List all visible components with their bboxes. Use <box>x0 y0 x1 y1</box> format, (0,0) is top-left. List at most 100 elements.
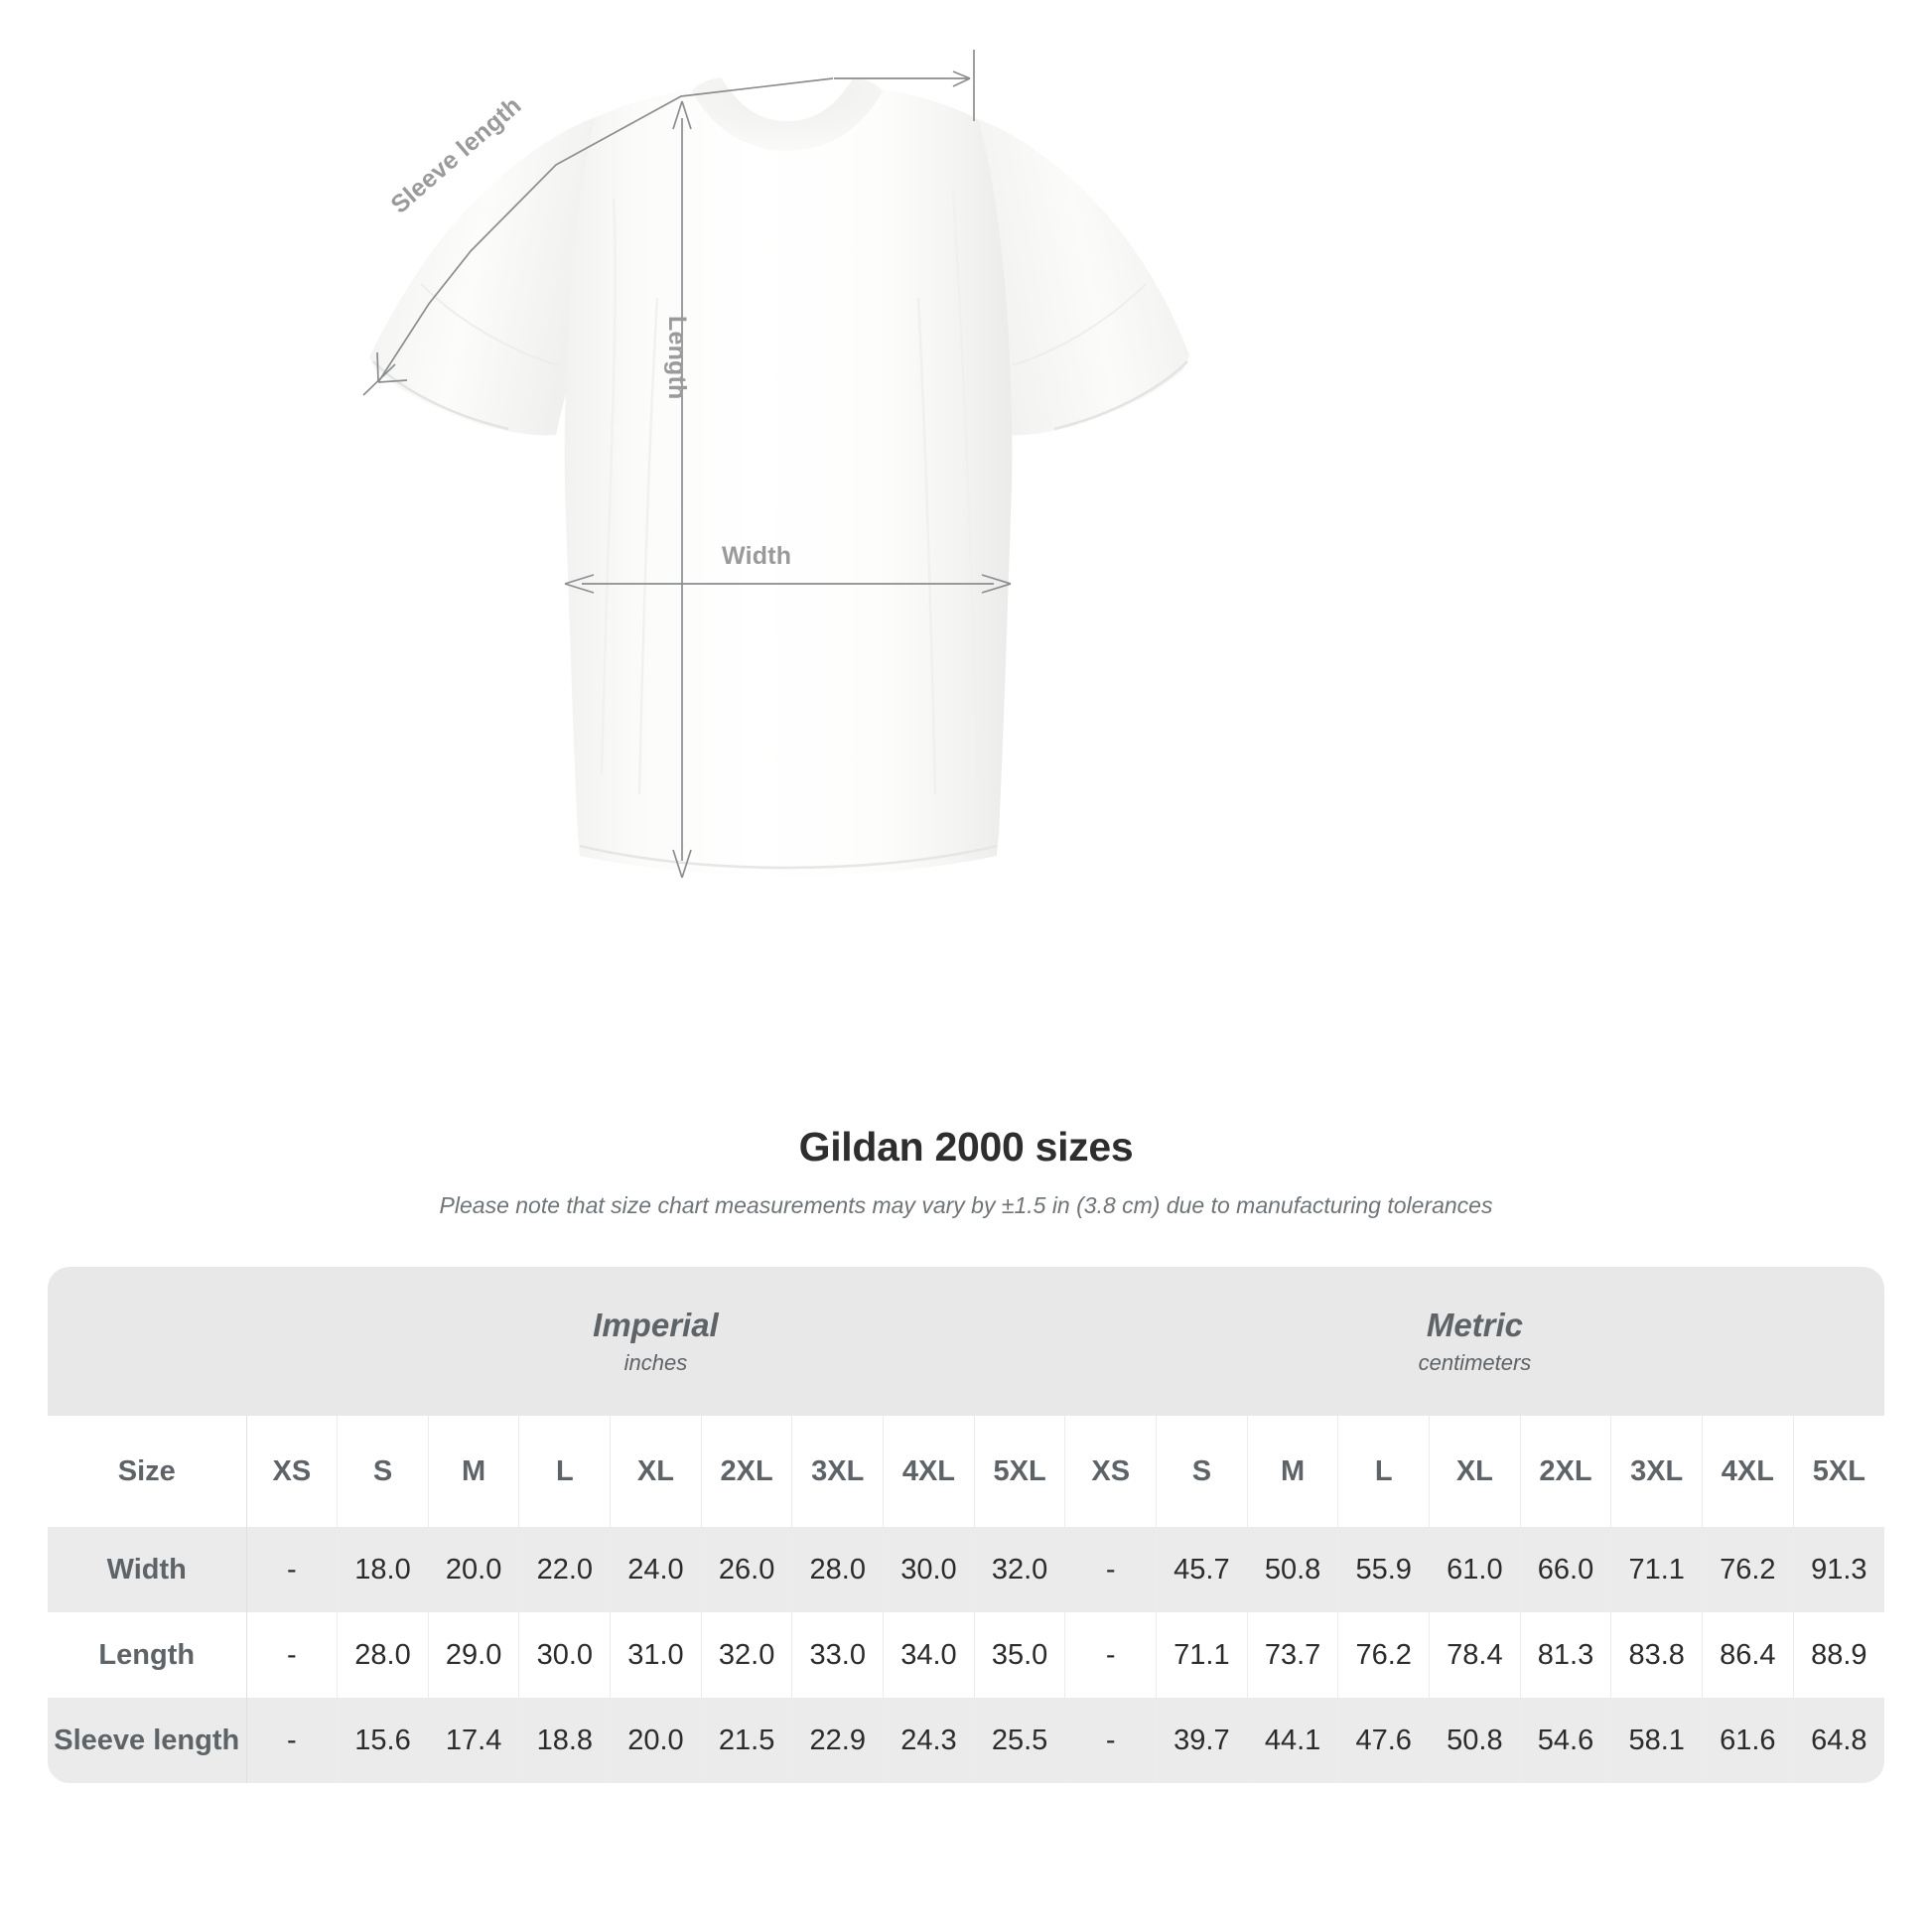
cell: 21.5 <box>701 1698 793 1783</box>
cell: 47.6 <box>1337 1698 1431 1783</box>
row-label-sleeve-length: Sleeve length <box>48 1698 247 1783</box>
shirt-right-sleeve <box>968 119 1189 436</box>
cell: 86.4 <box>1702 1612 1794 1698</box>
cell: 35.0 <box>974 1612 1066 1698</box>
page-subtitle: Please note that size chart measurements… <box>439 1192 1493 1218</box>
table-row: Length - 28.0 29.0 30.0 31.0 32.0 33.0 3… <box>48 1612 1884 1698</box>
shirt-left-sleeve <box>369 117 596 436</box>
cell: 76.2 <box>1702 1527 1794 1612</box>
cell: 20.0 <box>610 1698 702 1783</box>
cell: 55.9 <box>1337 1527 1431 1612</box>
cell: 32.0 <box>701 1612 793 1698</box>
size-col-metric-l: L <box>1337 1416 1431 1527</box>
cell: 45.7 <box>1156 1527 1248 1612</box>
cell: - <box>246 1527 339 1612</box>
shirt-body <box>564 89 1013 876</box>
cell: 24.3 <box>883 1698 975 1783</box>
row-label-length: Length <box>48 1612 247 1698</box>
sleeve-length-measure-line <box>362 77 834 396</box>
size-col-imperial-xl: XL <box>610 1416 702 1527</box>
width-measure-line <box>564 574 1012 594</box>
cell: 71.1 <box>1610 1527 1703 1612</box>
cell: 50.8 <box>1429 1698 1521 1783</box>
cell: 22.9 <box>791 1698 885 1783</box>
shirt-bottom-hem <box>579 844 998 870</box>
cell: 18.0 <box>337 1527 429 1612</box>
tshirt-illustration <box>362 50 1189 879</box>
cell: 71.1 <box>1156 1612 1248 1698</box>
length-dimension-label: Length <box>663 316 691 400</box>
table-row: Width - 18.0 20.0 22.0 24.0 26.0 28.0 30… <box>48 1527 1884 1612</box>
cell: 44.1 <box>1247 1698 1339 1783</box>
cell: 30.0 <box>883 1527 975 1612</box>
unit-name-imperial: Imperial <box>593 1307 719 1344</box>
size-col-imperial-4xl: 4XL <box>883 1416 975 1527</box>
cell: 28.0 <box>791 1527 885 1612</box>
cell: 22.0 <box>518 1527 612 1612</box>
size-col-imperial-s: S <box>337 1416 429 1527</box>
cell: - <box>1064 1698 1158 1783</box>
left-sleeve-hem <box>372 360 509 431</box>
cell: 50.8 <box>1247 1527 1339 1612</box>
cell: 18.8 <box>518 1698 612 1783</box>
width-dimension-label: Width <box>722 542 792 570</box>
title-block: Gildan 2000 sizes Please note that size … <box>0 1122 1932 1219</box>
cell: 73.7 <box>1247 1612 1339 1698</box>
cell: 17.4 <box>428 1698 520 1783</box>
right-sleeve-hem <box>1053 360 1188 431</box>
length-measure-line <box>672 100 692 879</box>
size-col-metric-5xl: 5XL <box>1793 1416 1884 1527</box>
unit-sub-imperial: inches <box>623 1349 688 1375</box>
unit-header-imperial: Imperial inches <box>246 1267 1065 1416</box>
cell: 34.0 <box>883 1612 975 1698</box>
cell: 78.4 <box>1429 1612 1521 1698</box>
size-col-imperial-3xl: 3XL <box>791 1416 885 1527</box>
cell: 66.0 <box>1520 1527 1612 1612</box>
size-col-metric-4xl: 4XL <box>1702 1416 1794 1527</box>
size-col-metric-3xl: 3XL <box>1610 1416 1703 1527</box>
unit-name-metric: Metric <box>1426 1307 1524 1344</box>
cell: 91.3 <box>1793 1527 1884 1612</box>
cell: 28.0 <box>337 1612 429 1698</box>
shoulder-offset-measure-line <box>834 50 975 121</box>
cell: 76.2 <box>1337 1612 1431 1698</box>
size-chart-table: Imperial inches Metric centimeters Size … <box>48 1267 1884 1783</box>
size-col-metric-xs: XS <box>1064 1416 1158 1527</box>
size-col-imperial-2xl: 2XL <box>701 1416 793 1527</box>
cell: 15.6 <box>337 1698 429 1783</box>
cell: 20.0 <box>428 1527 520 1612</box>
unit-sub-metric: centimeters <box>1418 1349 1532 1375</box>
cell: 61.0 <box>1429 1527 1521 1612</box>
row-label-width: Width <box>48 1527 247 1612</box>
page-title: Gildan 2000 sizes <box>798 1124 1134 1170</box>
cell: 58.1 <box>1610 1698 1703 1783</box>
cell: 33.0 <box>791 1612 885 1698</box>
cell: 64.8 <box>1793 1698 1884 1783</box>
size-col-imperial-m: M <box>428 1416 520 1527</box>
size-col-metric-2xl: 2XL <box>1520 1416 1612 1527</box>
size-header-label: Size <box>48 1416 247 1527</box>
size-col-metric-m: M <box>1247 1416 1339 1527</box>
unit-header-row: Imperial inches Metric centimeters <box>48 1267 1884 1416</box>
cell: 29.0 <box>428 1612 520 1698</box>
size-col-imperial-xs: XS <box>246 1416 339 1527</box>
size-col-imperial-l: L <box>518 1416 612 1527</box>
cell: 32.0 <box>974 1527 1066 1612</box>
cell: - <box>246 1612 339 1698</box>
cell: 61.6 <box>1702 1698 1794 1783</box>
unit-header-spacer <box>48 1267 246 1416</box>
cell: 24.0 <box>610 1527 702 1612</box>
cell: 54.6 <box>1520 1698 1612 1783</box>
cell: 31.0 <box>610 1612 702 1698</box>
size-col-imperial-5xl: 5XL <box>974 1416 1066 1527</box>
size-col-metric-s: S <box>1156 1416 1248 1527</box>
cell: 26.0 <box>701 1527 793 1612</box>
unit-header-metric: Metric centimeters <box>1064 1267 1884 1416</box>
size-header-row: Size XS S M L XL 2XL 3XL 4XL 5XL XS S M … <box>48 1416 1884 1527</box>
cell: 30.0 <box>518 1612 612 1698</box>
cell: 39.7 <box>1156 1698 1248 1783</box>
tshirt-diagram: Sleeve length Length Width <box>362 50 1189 879</box>
cell: - <box>1064 1527 1158 1612</box>
cell: 81.3 <box>1520 1612 1612 1698</box>
shirt-fold-lines <box>600 188 979 795</box>
